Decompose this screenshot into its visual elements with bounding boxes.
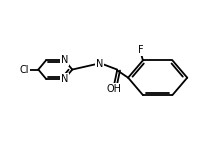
Text: N: N xyxy=(61,55,68,65)
Text: N: N xyxy=(96,59,103,69)
Text: Cl: Cl xyxy=(19,65,29,75)
Text: N: N xyxy=(61,74,68,84)
Text: OH: OH xyxy=(107,84,122,94)
Text: F: F xyxy=(138,45,143,55)
